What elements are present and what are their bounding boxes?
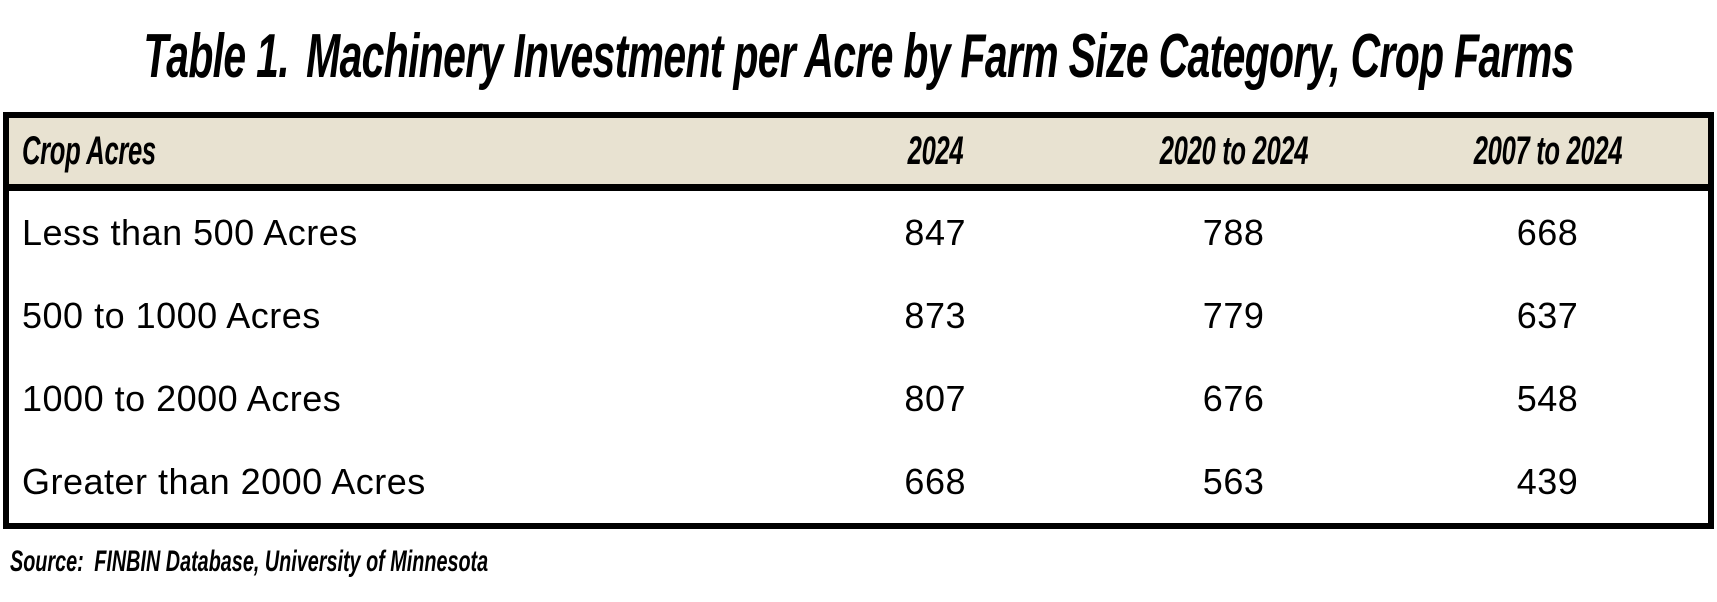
table-row: 500 to 1000 Acres 873 779 637 — [6, 274, 1711, 357]
value-2020-2024: 788 — [1202, 211, 1265, 253]
column-header-2020-to-2024: 2020 to 2024 — [1159, 128, 1308, 173]
table-number: Table 1. — [143, 21, 289, 91]
value-2007-2024: 668 — [1516, 211, 1579, 253]
value-2007-2024: 439 — [1516, 460, 1579, 502]
table-row: Less than 500 Acres 847 788 668 — [6, 188, 1711, 275]
value-2024: 668 — [904, 460, 966, 502]
value-2024: 847 — [904, 211, 966, 253]
table-body: Less than 500 Acres 847 788 668 500 to 1… — [6, 188, 1711, 527]
value-2024: 807 — [904, 377, 966, 419]
value-2007-2024: 637 — [1516, 294, 1579, 336]
column-header-crop-acres: Crop Acres — [22, 128, 156, 173]
table-title-main: Machinery Investment per Acre by Farm Si… — [306, 21, 1574, 91]
table-title: Table 1. Machinery Investment per Acre b… — [0, 0, 1717, 112]
value-2007-2024: 548 — [1516, 377, 1579, 419]
source-citation: FINBIN Database, University of Minnesota — [94, 545, 489, 578]
value-2020-2024: 676 — [1202, 377, 1265, 419]
row-label: 1000 to 2000 Acres — [22, 377, 342, 419]
source-text: Source: FINBIN Database, University of M… — [10, 545, 488, 579]
source-line: Source: FINBIN Database, University of M… — [10, 545, 1717, 579]
machinery-investment-table: Crop Acres 2024 2020 to 2024 2007 to 202… — [3, 112, 1714, 529]
table-title-text: Table 1. Machinery Investment per Acre b… — [143, 21, 1574, 92]
source-label: Source: — [10, 545, 84, 578]
value-2020-2024: 779 — [1202, 294, 1265, 336]
row-label: 500 to 1000 Acres — [22, 294, 321, 336]
row-label: Less than 500 Acres — [22, 211, 358, 253]
value-2024: 873 — [904, 294, 966, 336]
column-header-2024: 2024 — [907, 128, 964, 173]
header-row: Crop Acres 2024 2020 to 2024 2007 to 202… — [6, 115, 1711, 188]
value-2020-2024: 563 — [1202, 460, 1265, 502]
row-label: Greater than 2000 Acres — [22, 460, 426, 502]
column-header-2007-to-2024: 2007 to 2024 — [1473, 128, 1622, 173]
table-header: Crop Acres 2024 2020 to 2024 2007 to 202… — [6, 115, 1711, 188]
table-row: 1000 to 2000 Acres 807 676 548 — [6, 357, 1711, 440]
table-row: Greater than 2000 Acres 668 563 439 — [6, 440, 1711, 526]
